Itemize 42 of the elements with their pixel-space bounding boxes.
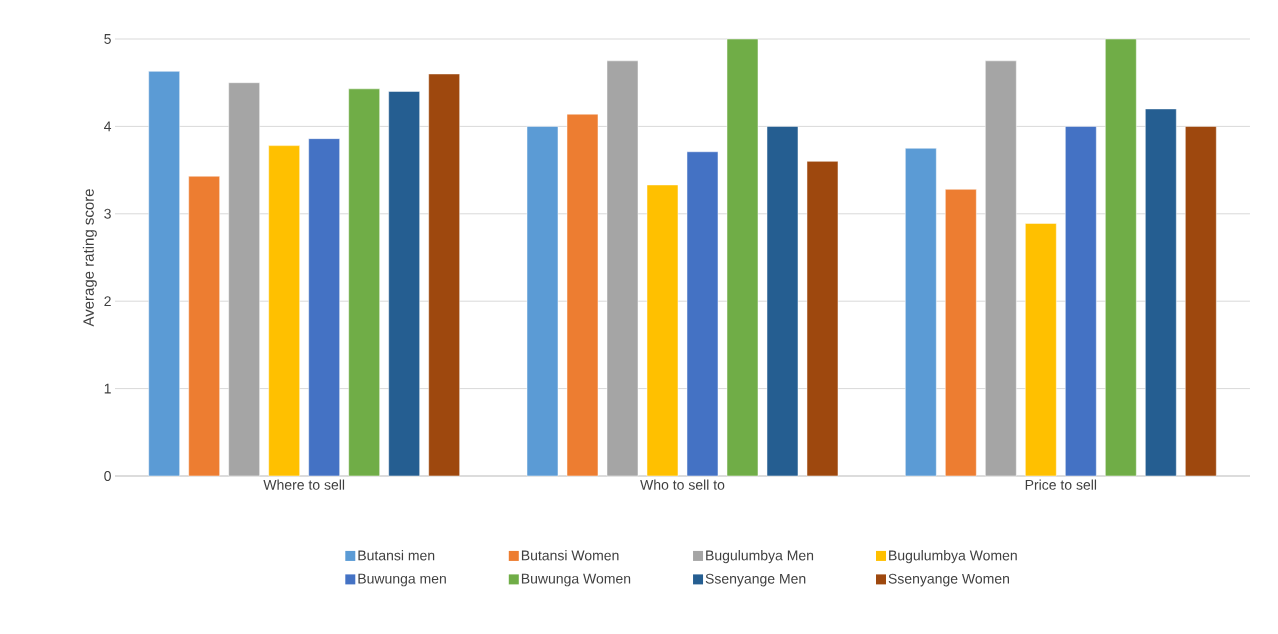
- bar: [1145, 108, 1177, 477]
- y-tick-label: 1: [104, 383, 111, 394]
- bar: [308, 138, 340, 477]
- bar: [188, 175, 220, 477]
- bar: [566, 113, 599, 477]
- y-tick-label: 2: [104, 296, 111, 307]
- x-tick-label: Where to sell: [263, 479, 345, 490]
- y-axis-title: Average rating score: [82, 189, 97, 327]
- bar: [1065, 126, 1097, 477]
- legend-label: Buwunga men: [358, 573, 446, 587]
- bar: [1025, 223, 1057, 477]
- bar: [606, 60, 639, 477]
- legend-label: Bugulumbya Women: [889, 550, 1017, 564]
- y-tick-label: 4: [104, 121, 112, 132]
- y-tick-label: 0: [104, 471, 111, 481]
- bar: [1105, 38, 1137, 477]
- bar: [1185, 126, 1217, 477]
- bar: [348, 88, 380, 477]
- y-tick-label: 5: [104, 34, 111, 44]
- bar: [268, 145, 300, 477]
- legend-label: Butansi Women: [521, 550, 619, 561]
- legend-label: Ssenyange Women: [888, 573, 1009, 587]
- bar: [388, 91, 420, 477]
- bar: [766, 126, 799, 477]
- bar: [806, 161, 839, 477]
- legend-label: Bugulumbya Men: [706, 550, 814, 564]
- bar: [726, 38, 759, 477]
- bar: [945, 189, 977, 477]
- x-tick-label: Price to sell: [1025, 479, 1097, 490]
- x-tick-label: Who to sell to: [640, 479, 725, 490]
- bar: [526, 126, 559, 477]
- y-tick-label: 3: [104, 208, 111, 219]
- bar: [646, 184, 679, 477]
- legend-label: Butansi men: [358, 550, 435, 561]
- bar: [985, 60, 1017, 477]
- bar: [148, 71, 180, 477]
- bar: [686, 151, 719, 477]
- bar: [905, 147, 937, 477]
- legend-label: Ssenyange Men: [705, 573, 806, 587]
- bar: [428, 73, 460, 477]
- legend-label: Buwunga Women: [521, 573, 631, 587]
- bar: [228, 82, 260, 477]
